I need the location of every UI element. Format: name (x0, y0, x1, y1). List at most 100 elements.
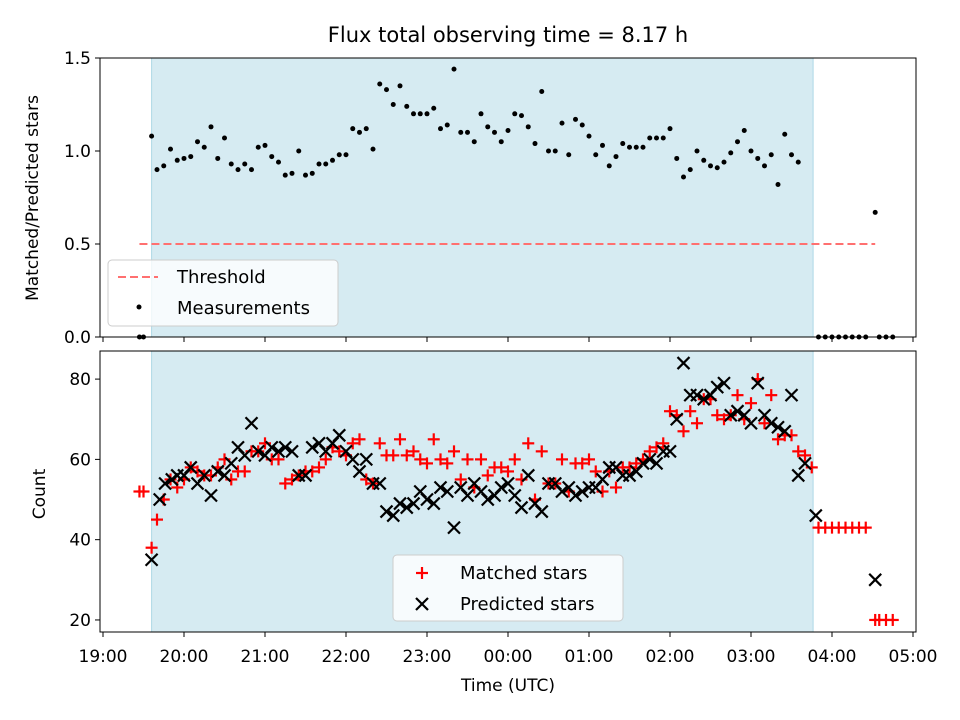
predicted-point (244, 416, 259, 431)
predicted-point (152, 492, 167, 507)
cross-stroke-b (305, 440, 320, 455)
cross-stroke-b (480, 492, 495, 507)
matched-point (589, 465, 602, 478)
x-tick-label: 01:00 (565, 647, 614, 667)
matched-point (745, 397, 757, 410)
measurement-point (620, 141, 626, 147)
bottom-panel: 19:00 20:00 21:00 22:00 23:00 00:00 01:00 02:00… (30, 350, 938, 696)
cross-stroke-b (723, 408, 738, 423)
matched-point (859, 521, 872, 534)
cross-stroke-b (359, 452, 374, 467)
measurement-point (600, 142, 605, 148)
predicted-point (372, 476, 387, 491)
matched-point (373, 437, 386, 450)
cross-stroke-b (548, 476, 563, 491)
cross-stroke-b (372, 476, 387, 491)
measurement-point (573, 116, 578, 122)
predicted-point (555, 484, 569, 499)
measurement-point (627, 144, 632, 150)
predicted-point (158, 476, 172, 491)
cross-stroke-b (636, 456, 650, 471)
cross-stroke-b (144, 552, 159, 567)
top-panel: 0.0 0.5 1.0 1.5 Flux total observing time =… (23, 23, 917, 348)
cross-stroke-b (271, 444, 286, 459)
cross-stroke-b (152, 492, 167, 507)
measurement-point (228, 161, 234, 167)
legend-measurements-swatch (136, 304, 142, 310)
predicted-point (514, 500, 529, 515)
matched-point (535, 445, 548, 458)
measurement-point (492, 129, 497, 135)
measurement-point (613, 154, 619, 160)
predicted-point (798, 456, 812, 471)
cross-stroke-b (622, 468, 637, 483)
cross-stroke-b (415, 597, 429, 611)
cross-stroke-b (447, 520, 461, 535)
measurement-point (316, 161, 322, 167)
matched-point (758, 417, 771, 430)
cross-stroke-b (231, 440, 245, 455)
cross-stroke-b (568, 488, 583, 503)
cross-stroke-b (528, 496, 542, 511)
predicted-point (771, 420, 785, 435)
measurement-point (357, 129, 362, 135)
cross-stroke-b (777, 424, 792, 439)
measurement-point (242, 161, 248, 167)
measurement-point (323, 161, 329, 167)
matched-point (454, 473, 467, 486)
matched-point (414, 453, 427, 466)
measurement-point (714, 165, 720, 171)
measurement-point (444, 122, 450, 128)
predicted-point (345, 452, 360, 467)
predicted-point (669, 412, 684, 427)
cross-stroke-b (345, 452, 360, 467)
cross-stroke-b (798, 456, 812, 471)
matched-point (610, 481, 622, 494)
matched-point (664, 405, 676, 418)
cross-stroke-b (352, 464, 367, 479)
predicted-point (144, 552, 159, 567)
measurement-point (174, 157, 180, 163)
cross-stroke-b (420, 492, 434, 507)
x-tick-label: 05:00 (889, 647, 938, 667)
predicted-point (426, 496, 441, 511)
matched-point (711, 409, 724, 422)
measurement-point (735, 139, 740, 145)
cross-stroke-b (237, 448, 252, 463)
predicted-point (868, 573, 882, 587)
cross-stroke-b (690, 388, 704, 402)
legend-predicted-swatch (415, 597, 429, 611)
cross-stroke-b (649, 456, 664, 471)
predicted-point (717, 376, 731, 390)
predicted-point (676, 356, 691, 370)
measurement-point (708, 163, 713, 169)
predicted-point (210, 464, 225, 479)
matched-point (394, 433, 406, 446)
predicted-point (480, 492, 495, 507)
measurement-point (303, 172, 308, 178)
predicted-point (237, 448, 252, 463)
top-y-tick-label: 0.5 (64, 235, 91, 255)
predicted-point (183, 460, 198, 475)
cross-stroke-b (210, 464, 225, 479)
predicted-point (636, 456, 650, 471)
cross-stroke-b (575, 484, 590, 499)
top-x-ticks (102, 337, 914, 342)
matched-point (522, 437, 535, 450)
measurement-point (289, 170, 295, 176)
measurement-point (215, 155, 221, 161)
predicted-point (379, 504, 394, 519)
bottom-y-axis-label: Count (30, 468, 50, 519)
x-tick-label: 22:00 (322, 647, 371, 667)
measurement-point (762, 163, 767, 169)
legend-predicted-label: Predicted stars (460, 594, 594, 615)
matched-point (353, 433, 366, 446)
measurement-point (336, 152, 342, 158)
matched-point (448, 445, 460, 458)
predicted-point (204, 488, 218, 503)
cross-stroke-b (757, 408, 772, 423)
matched-point (799, 449, 811, 462)
predicted-point (622, 468, 637, 483)
top-legend: Threshold Measurements (107, 259, 339, 327)
measurement-point (674, 155, 680, 161)
